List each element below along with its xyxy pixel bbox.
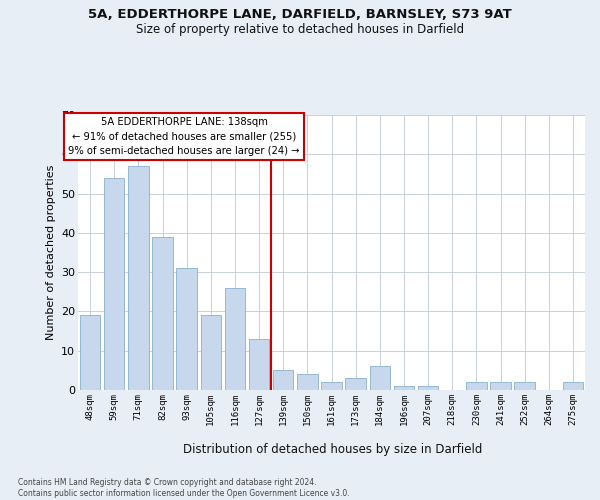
Bar: [490, 382, 511, 390]
Bar: [273, 370, 293, 390]
Bar: [514, 382, 535, 390]
Bar: [80, 316, 100, 390]
Bar: [321, 382, 342, 390]
Bar: [563, 382, 583, 390]
Text: Distribution of detached houses by size in Darfield: Distribution of detached houses by size …: [184, 442, 482, 456]
Bar: [152, 237, 173, 390]
Bar: [176, 268, 197, 390]
Text: 5A EDDERTHORPE LANE: 138sqm
← 91% of detached houses are smaller (255)
9% of sem: 5A EDDERTHORPE LANE: 138sqm ← 91% of det…: [68, 117, 300, 156]
Bar: [466, 382, 487, 390]
Text: 5A, EDDERTHORPE LANE, DARFIELD, BARNSLEY, S73 9AT: 5A, EDDERTHORPE LANE, DARFIELD, BARNSLEY…: [88, 8, 512, 20]
Bar: [297, 374, 317, 390]
Text: Contains HM Land Registry data © Crown copyright and database right 2024.
Contai: Contains HM Land Registry data © Crown c…: [18, 478, 350, 498]
Bar: [346, 378, 366, 390]
Bar: [249, 339, 269, 390]
Text: Size of property relative to detached houses in Darfield: Size of property relative to detached ho…: [136, 22, 464, 36]
Bar: [104, 178, 124, 390]
Bar: [370, 366, 390, 390]
Bar: [394, 386, 414, 390]
Bar: [224, 288, 245, 390]
Bar: [418, 386, 439, 390]
Bar: [128, 166, 149, 390]
Bar: [200, 316, 221, 390]
Y-axis label: Number of detached properties: Number of detached properties: [46, 165, 56, 340]
